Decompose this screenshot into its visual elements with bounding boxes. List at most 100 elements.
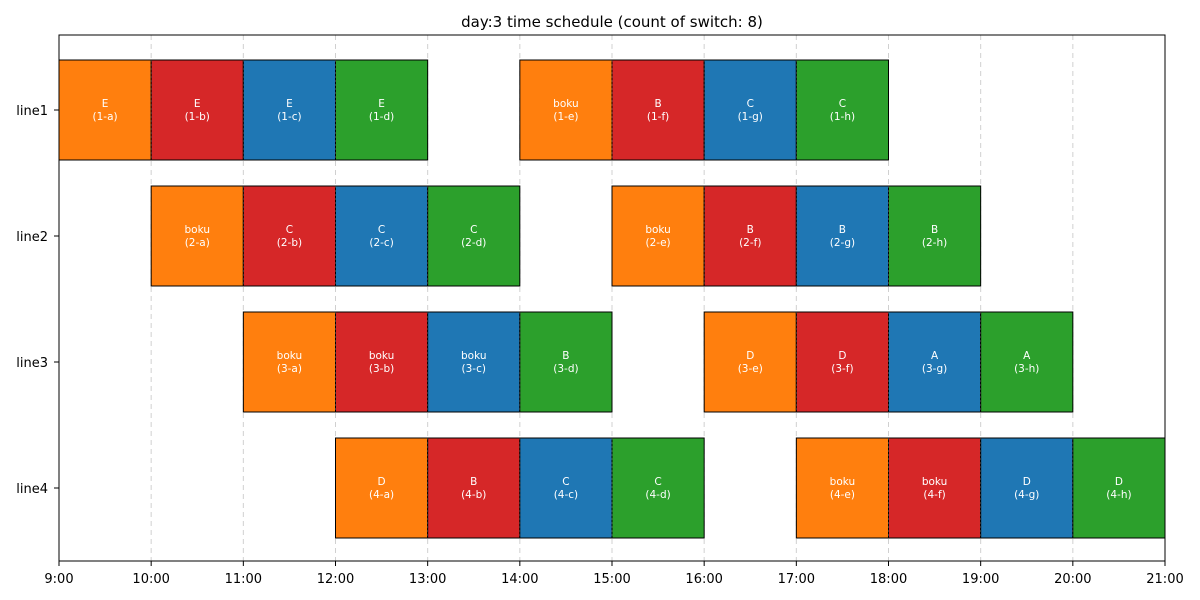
bar-rect	[242, 59, 336, 161]
bar-product-label: D	[1023, 476, 1031, 488]
y-axis-ticks: line1 line2 line3 line4	[16, 104, 59, 497]
bar-product-label: E	[378, 98, 385, 110]
x-tick-label: 16:00	[685, 572, 722, 587]
bar-rect	[427, 185, 521, 287]
bar-product-label: B	[470, 476, 477, 488]
bar-code-label: (3-g)	[922, 363, 947, 375]
bar-code-label: (2-c)	[369, 237, 393, 249]
bar-rect	[703, 311, 797, 413]
bar-code-label: (1-a)	[93, 111, 118, 123]
bar-code-label: (1-g)	[738, 111, 763, 123]
grid-lines	[150, 35, 1074, 561]
bar-code-label: (1-h)	[830, 111, 855, 123]
bar-rect	[150, 185, 244, 287]
bar-product-label: C	[378, 224, 385, 236]
bar-rect	[980, 311, 1074, 413]
schedule-bar: D(4-h)	[1072, 437, 1166, 539]
schedule-bar: boku(1-e)	[519, 59, 613, 161]
bar-product-label: C	[562, 476, 569, 488]
bar-product-label: boku	[922, 476, 948, 488]
bar-code-label: (1-d)	[369, 111, 394, 123]
bar-product-label: E	[194, 98, 201, 110]
schedule-bar: D(3-f)	[795, 311, 889, 413]
bar-code-label: (4-g)	[1014, 489, 1039, 501]
x-tick-label: 9:00	[44, 572, 73, 587]
bar-code-label: (4-a)	[369, 489, 394, 501]
bar-rect	[519, 437, 613, 539]
bar-product-label: A	[931, 350, 939, 362]
schedule-bar: boku(2-e)	[611, 185, 705, 287]
bar-product-label: D	[746, 350, 754, 362]
schedule-bar: B(2-g)	[795, 185, 889, 287]
bar-product-label: E	[102, 98, 109, 110]
schedule-bar: E(1-a)	[58, 59, 152, 161]
bar-code-label: (3-c)	[462, 363, 486, 375]
bar-code-label: (2-d)	[461, 237, 486, 249]
x-tick-label: 14:00	[501, 572, 538, 587]
bar-code-label: (2-b)	[277, 237, 302, 249]
bar-product-label: C	[747, 98, 754, 110]
y-tick-label: line4	[16, 482, 48, 497]
schedule-bar: C(1-g)	[703, 59, 797, 161]
bar-code-label: (4-h)	[1106, 489, 1131, 501]
schedule-bar: boku(3-b)	[335, 311, 429, 413]
schedule-bar: D(3-e)	[703, 311, 797, 413]
y-tick-label: line3	[16, 356, 48, 371]
schedule-bar: C(2-b)	[242, 185, 336, 287]
bar-product-label: B	[562, 350, 569, 362]
bar-rect	[427, 437, 521, 539]
bar-rect	[335, 185, 429, 287]
bar-rect	[703, 59, 797, 161]
bar-code-label: (4-e)	[830, 489, 855, 501]
bar-rect	[888, 437, 982, 539]
chart-title: day:3 time schedule (count of switch: 8)	[461, 13, 763, 31]
schedule-bar: C(4-c)	[519, 437, 613, 539]
bar-code-label: (2-f)	[739, 237, 761, 249]
schedule-bar: B(2-h)	[888, 185, 982, 287]
bar-code-label: (2-g)	[830, 237, 855, 249]
x-tick-label: 19:00	[962, 572, 999, 587]
schedule-bar: B(3-d)	[519, 311, 613, 413]
bar-rect	[888, 311, 982, 413]
bar-product-label: B	[839, 224, 846, 236]
bar-rect	[335, 437, 429, 539]
bar-rect	[611, 185, 705, 287]
schedule-bar: E(1-d)	[335, 59, 429, 161]
bar-rect	[795, 311, 889, 413]
bar-code-label: (3-a)	[277, 363, 302, 375]
bar-product-label: B	[931, 224, 938, 236]
bar-product-label: D	[838, 350, 846, 362]
bar-code-label: (3-b)	[369, 363, 394, 375]
x-tick-label: 10:00	[132, 572, 169, 587]
bar-rect	[611, 437, 705, 539]
bar-product-label: boku	[184, 224, 210, 236]
bar-code-label: (4-f)	[923, 489, 945, 501]
bar-product-label: D	[1115, 476, 1123, 488]
schedule-bar: C(1-h)	[795, 59, 889, 161]
bar-code-label: (1-e)	[553, 111, 578, 123]
schedule-bar: boku(3-c)	[427, 311, 521, 413]
bar-product-label: boku	[369, 350, 395, 362]
schedule-bar: boku(4-f)	[888, 437, 982, 539]
x-tick-label: 11:00	[225, 572, 262, 587]
bar-code-label: (2-e)	[646, 237, 671, 249]
schedule-bar: C(2-d)	[427, 185, 521, 287]
bar-product-label: C	[654, 476, 661, 488]
bar-code-label: (3-d)	[553, 363, 578, 375]
bar-product-label: A	[1023, 350, 1031, 362]
bar-code-label: (4-d)	[645, 489, 670, 501]
bar-code-label: (2-a)	[185, 237, 210, 249]
bar-product-label: boku	[645, 224, 671, 236]
schedule-bar: D(4-g)	[980, 437, 1074, 539]
bar-rect	[58, 59, 152, 161]
bar-product-label: B	[747, 224, 754, 236]
bar-code-label: (1-b)	[185, 111, 210, 123]
schedule-bar: E(1-c)	[242, 59, 336, 161]
x-tick-label: 12:00	[317, 572, 354, 587]
y-tick-label: line1	[16, 104, 48, 119]
bar-product-label: boku	[277, 350, 303, 362]
bar-code-label: (2-h)	[922, 237, 947, 249]
bar-rect	[795, 437, 889, 539]
bar-rect	[795, 59, 889, 161]
